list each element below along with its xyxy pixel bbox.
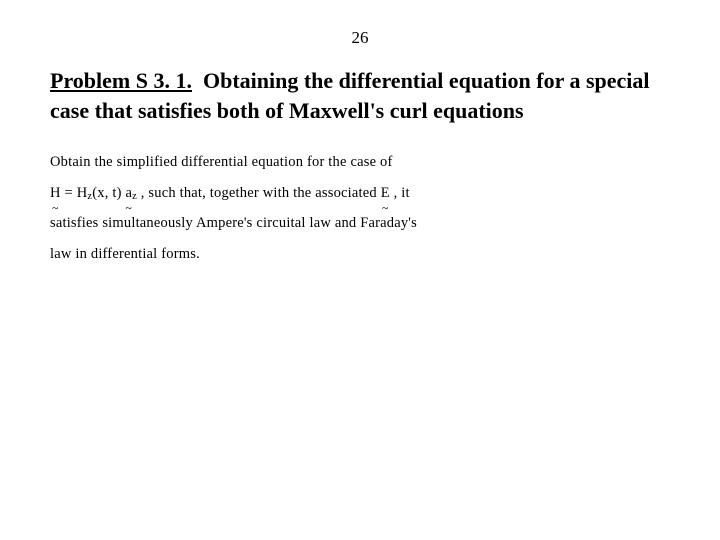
- sym-a: a: [125, 185, 132, 201]
- text-such-that: , such that, together with the associate…: [137, 185, 381, 201]
- text-it: , it: [390, 185, 410, 201]
- sym-E: E: [381, 185, 390, 201]
- hw-line-2: H ~ = Hz(x, t) a ~ z , such that, togeth…: [50, 178, 670, 208]
- hw-line-1: Obtain the simplified differential equat…: [50, 147, 670, 177]
- tilde-under-a: ~: [126, 203, 132, 215]
- vector-E: E ~: [381, 178, 390, 208]
- handwritten-body: Obtain the simplified differential equat…: [50, 147, 670, 269]
- sym-H: H: [50, 185, 61, 201]
- tilde-under-H: ~: [52, 203, 58, 215]
- vector-a: a ~: [125, 178, 132, 208]
- page-number: 26: [50, 28, 670, 48]
- problem-heading: Problem S 3. 1. Obtaining the differenti…: [50, 66, 670, 125]
- hw-line-3: satisfies simultaneously Ampere's circui…: [50, 208, 670, 238]
- text-eq-H: = H: [61, 185, 88, 201]
- tilde-under-E: ~: [382, 203, 388, 215]
- page: 26 Problem S 3. 1. Obtaining the differe…: [0, 0, 720, 540]
- hw-line-4: law in differential forms.: [50, 239, 670, 269]
- text-args: (x, t): [92, 185, 121, 201]
- problem-label: Problem S 3. 1.: [50, 68, 192, 93]
- vector-H: H ~: [50, 178, 61, 208]
